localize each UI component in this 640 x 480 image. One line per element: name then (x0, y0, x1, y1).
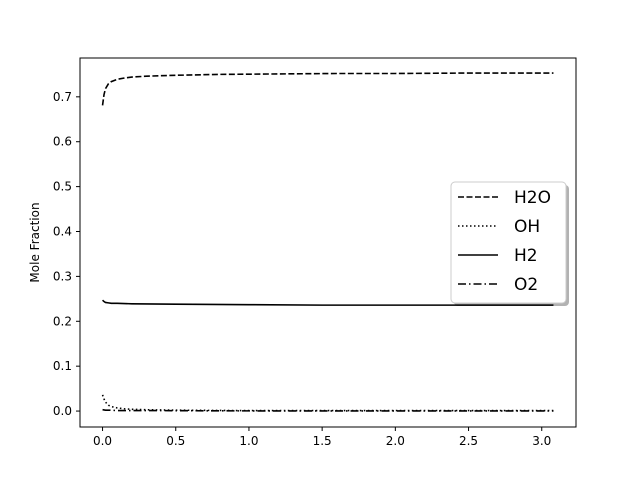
legend-entries: H2O OH H2 O2 (458, 188, 551, 295)
y-tick-label: 0.1 (53, 359, 72, 373)
x-tick-label: 2.5 (459, 434, 478, 448)
legend-box (450, 181, 567, 304)
x-tick-label: 3.0 (532, 434, 551, 448)
x-tick-label: 1.0 (239, 434, 258, 448)
y-tick-label: 0.5 (53, 180, 72, 194)
axes-frame (79, 57, 577, 428)
y-tick-label: 0.3 (53, 269, 72, 283)
x-tick-label: 2.0 (386, 434, 405, 448)
x-axis-ticks: 0.0 0.5 1.0 1.5 2.0 2.5 3.0 (93, 427, 551, 448)
y-tick-label: 0.0 (53, 404, 72, 418)
y-axis-label: Mole Fraction (28, 202, 42, 282)
y-tick-label: 0.6 (53, 135, 72, 149)
series-line-h2o (101, 72, 554, 106)
legend-label-oh: OH (514, 217, 540, 237)
legend-label-o2: O2 (514, 275, 538, 295)
y-tick-label: 0.4 (53, 225, 72, 239)
x-tick-label: 0.5 (166, 434, 185, 448)
plot-lines (101, 72, 554, 412)
legend: H2O OH H2 O2 (450, 181, 569, 306)
y-tick-label: 0.7 (53, 90, 72, 104)
series-line-o2 (102, 408, 554, 412)
series-line-h2 (102, 299, 554, 306)
x-tick-label: 1.5 (313, 434, 332, 448)
y-tick-label: 0.2 (53, 314, 72, 328)
legend-label-h2: H2 (514, 246, 538, 266)
y-axis-ticks: 0.0 0.1 0.2 0.3 0.4 0.5 0.6 0.7 (53, 90, 80, 418)
legend-label-h2o: H2O (514, 188, 551, 208)
series-line-oh (101, 394, 554, 412)
x-tick-label: 0.0 (93, 434, 112, 448)
